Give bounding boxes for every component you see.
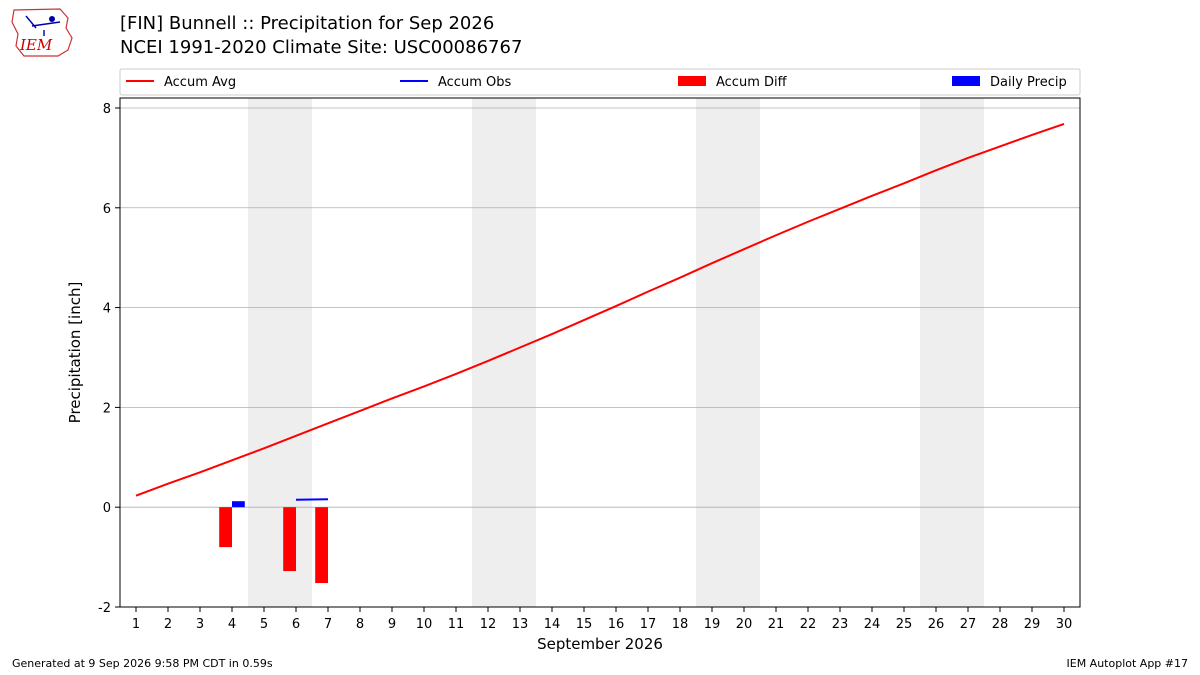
plot-frame (119, 97, 1081, 608)
x-tick-label: 26 (928, 617, 945, 632)
legend-label: Accum Diff (716, 75, 788, 90)
weekend-band (728, 98, 760, 607)
weekend-band (920, 98, 952, 607)
weekend-band (696, 98, 728, 607)
x-tick-label: 4 (228, 617, 236, 632)
weekend-bands (248, 98, 984, 607)
daily-precip-bar (232, 501, 245, 508)
weekend-band (472, 98, 504, 607)
app-credit: IEM Autoplot App #17 (1066, 657, 1189, 670)
legend-box (119, 68, 1081, 96)
x-axis: 1 2 3 4 5 6 7 8 9 10 11 12 13 14 15 16 17 18 19 20 21 22 23 24 2… (132, 607, 1072, 632)
accum-diff-bar (315, 507, 328, 584)
chart-subtitle: NCEI 1991-2020 Climate Site: USC00086767 (120, 37, 523, 58)
x-tick-label: 21 (768, 617, 785, 632)
x-tick-label: 2 (164, 617, 172, 632)
x-tick-label: 8 (356, 617, 364, 632)
x-tick-label: 3 (196, 617, 204, 632)
legend-accum-avg: Accum Avg (126, 75, 236, 90)
x-tick-label: 12 (480, 617, 497, 632)
y-axis-label: Precipitation [inch] (66, 282, 84, 424)
x-tick-label: 17 (640, 617, 657, 632)
y-axis: -2 0 2 4 6 8 (98, 102, 120, 616)
legend-accum-diff: Accum Diff (678, 75, 788, 90)
x-tick-label: 1 (132, 617, 140, 632)
y-tick-label: -2 (98, 601, 111, 616)
iem-logo: IEM (11, 8, 73, 57)
x-tick-label: 14 (544, 617, 561, 632)
x-tick-label: 20 (736, 617, 753, 632)
legend-daily-precip: Daily Precip (952, 75, 1067, 90)
legend-label: Accum Obs (438, 75, 511, 90)
x-tick-label: 29 (1024, 617, 1041, 632)
x-tick-label: 28 (992, 617, 1009, 632)
generated-timestamp: Generated at 9 Sep 2026 9:58 PM CDT in 0… (12, 657, 273, 670)
x-tick-label: 16 (608, 617, 625, 632)
legend-swatch (678, 76, 706, 86)
x-tick-label: 5 (260, 617, 268, 632)
y-tick-label: 4 (103, 302, 111, 317)
legend: Accum Avg Accum Obs Accum Diff Daily Precip (119, 68, 1081, 96)
x-tick-label: 9 (388, 617, 396, 632)
x-tick-label: 19 (704, 617, 721, 632)
chart-marks (135, 123, 1065, 584)
accum-diff-bar (283, 507, 296, 572)
accum-diff-bar (219, 507, 232, 548)
x-axis-label: September 2026 (537, 635, 663, 653)
y-tick-label: 2 (103, 401, 111, 416)
legend-accum-obs: Accum Obs (400, 75, 511, 90)
x-tick-label: 13 (512, 617, 529, 632)
y-tick-label: 8 (103, 102, 111, 117)
y-tick-label: 0 (103, 501, 111, 516)
x-tick-label: 25 (896, 617, 913, 632)
weekend-band (952, 98, 984, 607)
x-tick-label: 7 (324, 617, 332, 632)
x-tick-label: 24 (864, 617, 881, 632)
x-tick-label: 22 (800, 617, 817, 632)
accum-avg-line (135, 123, 1065, 497)
x-tick-label: 27 (960, 617, 977, 632)
legend-swatch (952, 76, 980, 86)
chart-title: [FIN] Bunnell :: Precipitation for Sep 2… (120, 13, 495, 34)
logo-text: IEM (19, 36, 53, 54)
x-tick-label: 30 (1056, 617, 1073, 632)
x-tick-label: 11 (448, 617, 465, 632)
x-tick-label: 18 (672, 617, 689, 632)
legend-label: Accum Avg (164, 75, 236, 90)
y-tick-label: 6 (103, 202, 111, 217)
x-tick-label: 10 (416, 617, 433, 632)
x-tick-label: 15 (576, 617, 593, 632)
legend-label: Daily Precip (990, 75, 1067, 90)
x-tick-label: 23 (832, 617, 849, 632)
x-tick-label: 6 (292, 617, 300, 632)
weekend-band (248, 98, 280, 607)
